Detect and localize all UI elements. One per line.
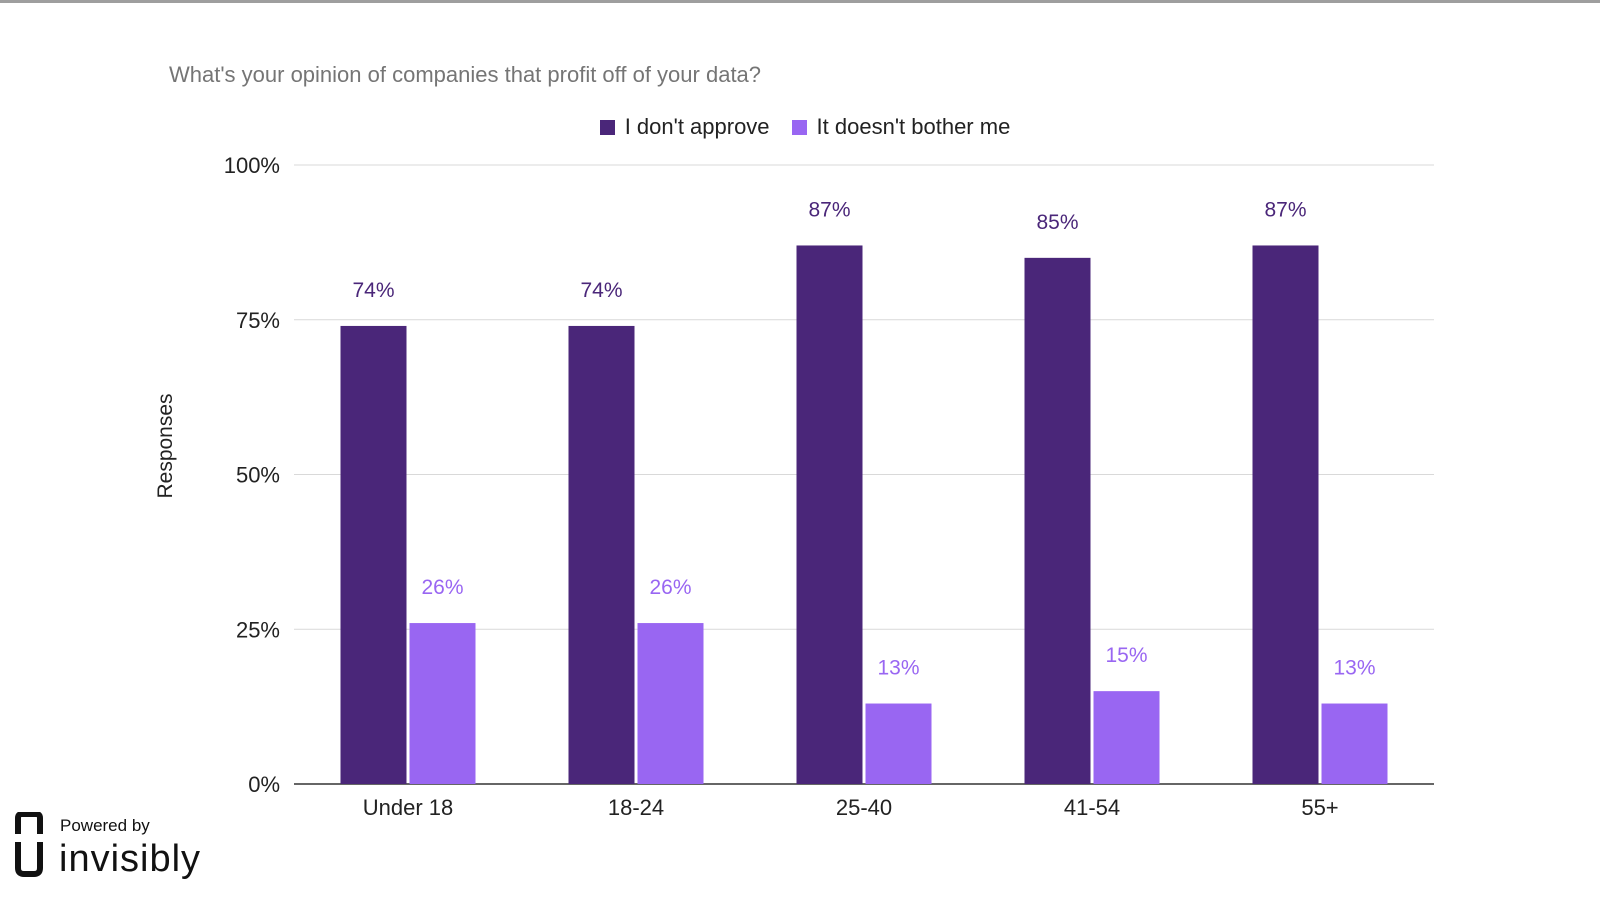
brand-footer: Powered by invisibly [14,812,234,892]
top-divider [0,0,1600,3]
y-tick-label: 100% [224,153,280,178]
bar [1093,691,1160,784]
data-label: 87% [808,198,850,221]
bar [340,325,407,784]
data-label: 13% [1333,657,1375,680]
bar [568,325,635,784]
x-tick-label: 25-40 [836,795,892,820]
y-tick-label: 75% [236,308,280,333]
y-tick-label: 0% [248,772,280,797]
x-tick-label: 18-24 [608,795,664,820]
bar [409,623,476,784]
chart-title: What's your opinion of companies that pr… [169,62,762,87]
bar [1321,703,1388,784]
legend-swatch-doesnt-bother [791,119,807,135]
bar [1252,245,1319,785]
bar [865,703,932,784]
x-tick-label: 55+ [1301,795,1338,820]
data-label: 26% [421,576,463,599]
data-label: 87% [1264,198,1306,221]
legend-label-dont-approve: I don't approve [624,114,770,139]
bar [1024,257,1091,785]
data-label: 15% [1105,644,1147,667]
y-tick-label: 50% [236,463,280,488]
y-tick-label: 25% [236,617,280,642]
x-tick-label: Under 18 [363,795,454,820]
data-label: 74% [352,279,394,302]
x-tick-label: 41-54 [1064,795,1120,820]
data-label: 85% [1036,211,1078,234]
data-label: 74% [580,279,622,302]
data-label: 26% [649,576,691,599]
chart-legend: I don't approve It doesn't bother me [0,114,1600,140]
data-label: 13% [877,657,919,680]
bar [637,623,704,784]
brand-name: invisibly [59,838,202,880]
legend-entry-doesnt-bother[interactable]: It doesn't bother me [791,114,1011,140]
legend-entry-dont-approve[interactable]: I don't approve [599,114,770,140]
powered-by-text: Powered by [60,816,150,835]
legend-swatch-dont-approve [599,119,615,135]
invisibly-logo-icon [15,812,43,877]
bar [796,245,863,785]
legend-label-doesnt-bother: It doesn't bother me [816,114,1011,139]
